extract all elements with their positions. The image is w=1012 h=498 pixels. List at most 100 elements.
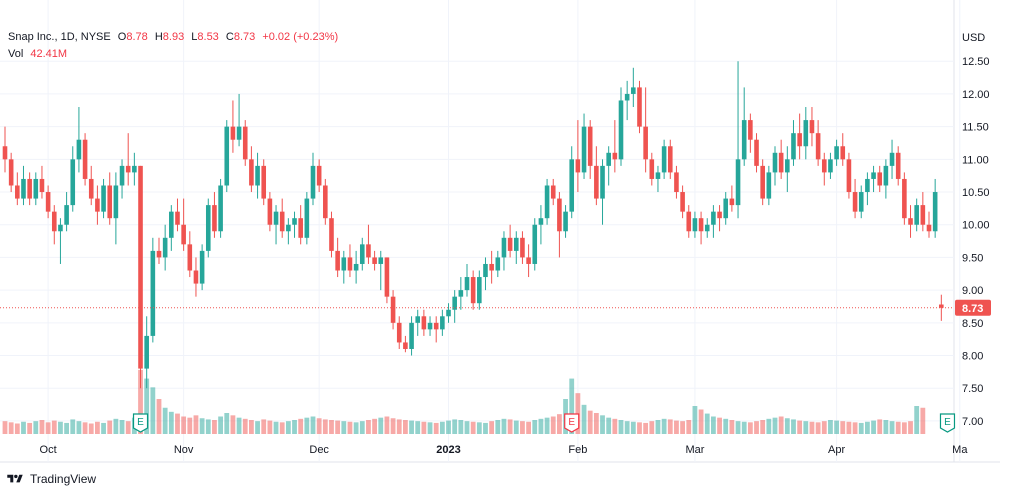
candle-body xyxy=(723,198,729,219)
time-tick-label: 2023 xyxy=(436,444,460,456)
volume-bar xyxy=(914,406,920,434)
volume-bar xyxy=(119,420,125,434)
candle-body xyxy=(914,205,919,225)
volume-bar xyxy=(439,421,445,434)
candle-body xyxy=(483,263,488,278)
candle-body xyxy=(279,211,285,232)
candle-body xyxy=(624,93,630,101)
candle-body xyxy=(526,257,531,264)
candle-body xyxy=(865,178,870,193)
candle-body xyxy=(113,185,119,219)
candle-body xyxy=(618,100,624,160)
volume-bar xyxy=(267,420,273,434)
price-tick-label: 8.00 xyxy=(962,351,983,363)
volume-bar xyxy=(704,413,710,434)
volume-bar xyxy=(637,422,642,434)
volume-bar xyxy=(550,416,556,434)
candle-body xyxy=(446,309,451,317)
volume-bar xyxy=(39,420,45,434)
candle-body xyxy=(15,185,20,199)
candle-body xyxy=(926,224,932,232)
volume-bar xyxy=(205,419,211,434)
candle-body xyxy=(538,218,544,225)
candle-body xyxy=(581,126,587,173)
price-tick-label: 10.50 xyxy=(962,187,990,199)
volume-bar xyxy=(655,420,661,434)
candle-body xyxy=(594,165,599,199)
candle-body xyxy=(45,192,51,212)
volume-bar xyxy=(390,418,396,434)
volume-bar xyxy=(8,422,14,434)
volume-bar xyxy=(21,421,26,434)
volume-bar xyxy=(692,406,698,434)
volume-bar xyxy=(403,420,408,434)
candle-body xyxy=(76,139,82,160)
candle-body xyxy=(550,185,556,199)
volume-bar xyxy=(840,421,846,434)
candle-body xyxy=(292,218,297,225)
candle-body xyxy=(871,172,876,179)
candle-body xyxy=(70,159,76,206)
candle-body xyxy=(88,178,94,199)
volume-bar xyxy=(809,421,815,434)
volume-bar xyxy=(82,422,88,434)
candle-body xyxy=(489,263,494,271)
volume-bar xyxy=(199,418,205,434)
price-axis[interactable]: 7.00 7.50 8.00 8.50 9.00 9.50 10.00 10.50 11.00 1… xyxy=(955,56,991,428)
candle-body xyxy=(421,316,427,330)
candle-body xyxy=(366,244,371,258)
time-axis[interactable]: Oct Nov Dec 2023 Feb Mar Apr Ma xyxy=(40,444,969,456)
tradingview-brand[interactable]: TradingView xyxy=(6,472,96,486)
candle-body xyxy=(501,237,507,258)
candle-body xyxy=(741,120,747,160)
volume-bar xyxy=(674,420,679,434)
volume-bar xyxy=(489,421,495,434)
price-tick-label: 10.00 xyxy=(962,220,990,232)
volume-bar xyxy=(14,423,20,434)
legend-ohlc: Snap Inc., 1D, NYSE O8.78 H8.93 L8.53 C8… xyxy=(8,31,342,43)
last-price-label: 8.73 xyxy=(962,303,983,315)
low-label: L xyxy=(191,31,198,43)
candle-body xyxy=(261,165,267,199)
volume-bar xyxy=(877,419,883,434)
time-tick-label: Oct xyxy=(40,444,57,456)
volume-bar xyxy=(255,421,260,434)
volume-bar xyxy=(612,418,618,434)
candle-body xyxy=(193,270,199,284)
candle-body xyxy=(637,87,642,127)
candle-body xyxy=(557,198,562,232)
open-label: O xyxy=(117,31,127,43)
volume-bar xyxy=(698,409,704,434)
candle-body xyxy=(384,257,390,297)
volume-bar xyxy=(304,417,310,434)
volume-bar xyxy=(446,420,451,434)
candle-body xyxy=(754,139,759,166)
price-tick-label: 7.00 xyxy=(962,416,983,428)
volume-bar xyxy=(772,417,778,434)
close-label: C xyxy=(225,31,234,43)
candle-body xyxy=(895,152,901,179)
volume-bar xyxy=(144,378,150,434)
candle-body xyxy=(692,218,698,232)
volume-bar xyxy=(889,421,895,434)
volume-bar xyxy=(784,418,790,434)
price-tick-label: 7.50 xyxy=(962,383,983,395)
volume-bar xyxy=(865,421,870,434)
time-tick-label: Feb xyxy=(568,444,587,456)
candle-body xyxy=(575,159,581,173)
candle-body xyxy=(507,237,513,251)
candle-body xyxy=(704,224,710,232)
candle-body xyxy=(107,185,113,219)
candle-body xyxy=(162,237,168,258)
candle-body xyxy=(748,120,753,140)
candle-body xyxy=(846,159,852,193)
volume-bar xyxy=(45,422,51,434)
candle-body xyxy=(156,250,162,258)
candle-body xyxy=(95,198,100,212)
candle-body xyxy=(513,237,519,251)
candle-body xyxy=(359,244,365,264)
volume-bar xyxy=(181,416,187,434)
